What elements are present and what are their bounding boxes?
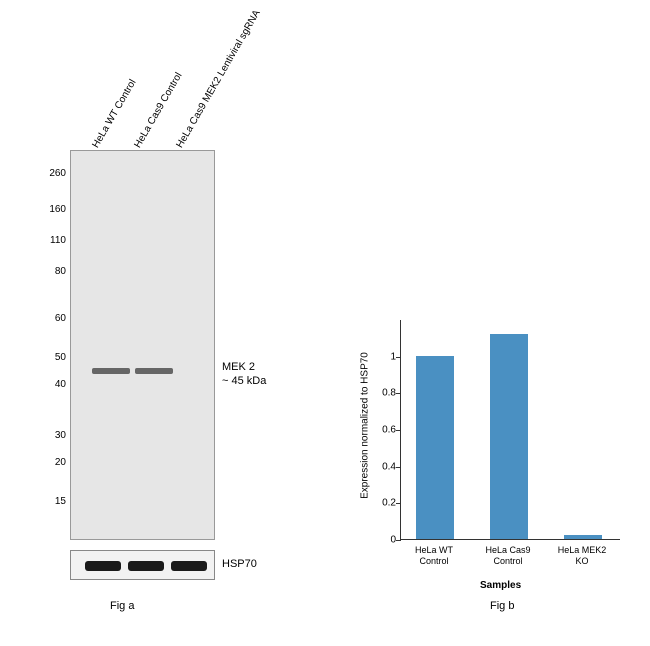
protein-name: MEK 2 [222,361,255,373]
y-tick-label: 0.4 [371,461,396,472]
bar-1 [490,334,528,539]
mw-marker-160: 160 [38,204,66,215]
mek2-band-lane1 [92,368,129,374]
lane-label-1: HeLa WT Control [90,78,138,150]
y-axis-label: Expression normalized to HSP70 [360,351,371,501]
bar-0 [416,356,454,539]
figure-a: HeLa WT Control HeLa Cas9 Control HeLa C… [10,10,310,630]
bar-chart: 00.20.40.60.81 [400,320,620,540]
y-tick-label: 0 [371,535,396,546]
protein-label: MEK 2 ~ 45 kDa [222,360,266,389]
mw-marker-40: 40 [38,379,66,390]
mw-marker-30: 30 [38,430,66,441]
mw-marker-20: 20 [38,457,66,468]
mw-marker-50: 50 [38,352,66,363]
y-tick-label: 0.8 [371,388,396,399]
x-axis-label: Samples [480,580,521,591]
x-category-2: HeLa MEK2 KO [552,545,612,567]
loading-control-label: HSP70 [222,558,257,570]
mw-marker-15: 15 [38,496,66,507]
figure-b: 00.20.40.60.81 Expression normalized to … [340,310,640,610]
x-category-0: HeLa WTControl [404,545,464,567]
western-blot [70,150,215,540]
y-tick [396,430,401,431]
y-tick [396,503,401,504]
mw-marker-260: 260 [38,168,66,179]
hsp70-band-1 [85,561,121,571]
mw-marker-80: 80 [38,266,66,277]
x-category-1: HeLa Cas9Control [478,545,538,567]
hsp70-band-2 [128,561,164,571]
blot-inner [71,151,214,539]
fig-a-label: Fig a [110,600,134,612]
hsp70-band-3 [171,561,207,571]
y-tick-label: 0.6 [371,425,396,436]
fig-b-label: Fig b [490,600,514,612]
y-tick-label: 1 [371,351,396,362]
lane-labels-group: HeLa WT Control HeLa Cas9 Control HeLa C… [80,10,280,150]
lane-label-3: HeLa Cas9 MEK2 Lentiviral sgRNA [174,8,262,150]
y-tick [396,467,401,468]
mw-marker-60: 60 [38,313,66,324]
y-tick [396,540,401,541]
loading-control-blot [70,550,215,580]
protein-mw: ~ 45 kDa [222,375,266,387]
y-tick [396,357,401,358]
y-tick [396,393,401,394]
mek2-band-lane2 [135,368,172,374]
mw-marker-110: 110 [38,235,66,246]
bar-2 [564,535,602,539]
y-tick-label: 0.2 [371,498,396,509]
